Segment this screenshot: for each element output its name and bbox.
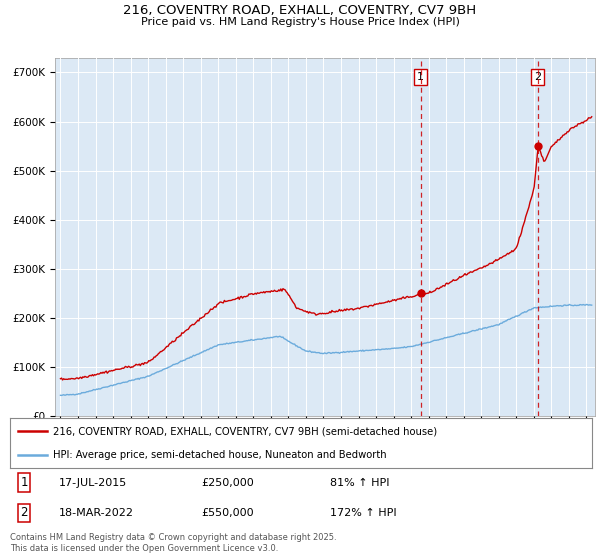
Text: £550,000: £550,000 [202,508,254,518]
Text: 172% ↑ HPI: 172% ↑ HPI [330,508,397,518]
Text: Contains HM Land Registry data © Crown copyright and database right 2025.
This d: Contains HM Land Registry data © Crown c… [10,533,336,553]
Text: 216, COVENTRY ROAD, EXHALL, COVENTRY, CV7 9BH: 216, COVENTRY ROAD, EXHALL, COVENTRY, CV… [124,4,476,17]
Text: 1: 1 [20,476,28,489]
Bar [421,58,595,416]
Text: Price paid vs. HM Land Registry's House Price Index (HPI): Price paid vs. HM Land Registry's House … [140,17,460,27]
Text: 81% ↑ HPI: 81% ↑ HPI [330,478,389,488]
Text: HPI: Average price, semi-detached house, Nuneaton and Bedworth: HPI: Average price, semi-detached house,… [53,450,387,460]
Text: 18-MAR-2022: 18-MAR-2022 [59,508,134,518]
Text: 216, COVENTRY ROAD, EXHALL, COVENTRY, CV7 9BH (semi-detached house): 216, COVENTRY ROAD, EXHALL, COVENTRY, CV… [53,426,437,436]
Text: 2: 2 [534,72,541,82]
Text: 17-JUL-2015: 17-JUL-2015 [59,478,127,488]
Text: £250,000: £250,000 [202,478,254,488]
Text: 2: 2 [20,506,28,519]
Text: 1: 1 [417,72,424,82]
